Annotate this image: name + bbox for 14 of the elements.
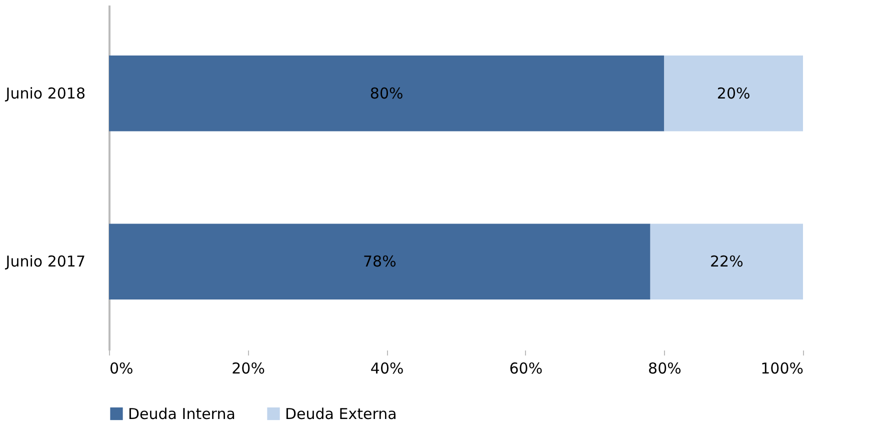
data-label: 20%: [716, 84, 750, 102]
legend-label: Deuda Interna: [128, 404, 236, 423]
x-tick-label: 60%: [509, 360, 543, 378]
data-label: 22%: [710, 252, 744, 271]
y-tick-label: Junio 2018: [4, 84, 86, 102]
y-tick-label: Junio 2017: [4, 252, 86, 271]
x-tick-label: 0%: [110, 360, 134, 378]
x-tick-label: 20%: [232, 360, 265, 378]
x-tick-label: 80%: [648, 360, 682, 378]
data-label: 80%: [370, 84, 404, 102]
data-label: 78%: [362, 252, 396, 271]
legend-label: Deuda Externa: [285, 404, 397, 423]
x-tick-label: 100%: [760, 360, 804, 378]
x-tick-label: 40%: [370, 360, 404, 378]
